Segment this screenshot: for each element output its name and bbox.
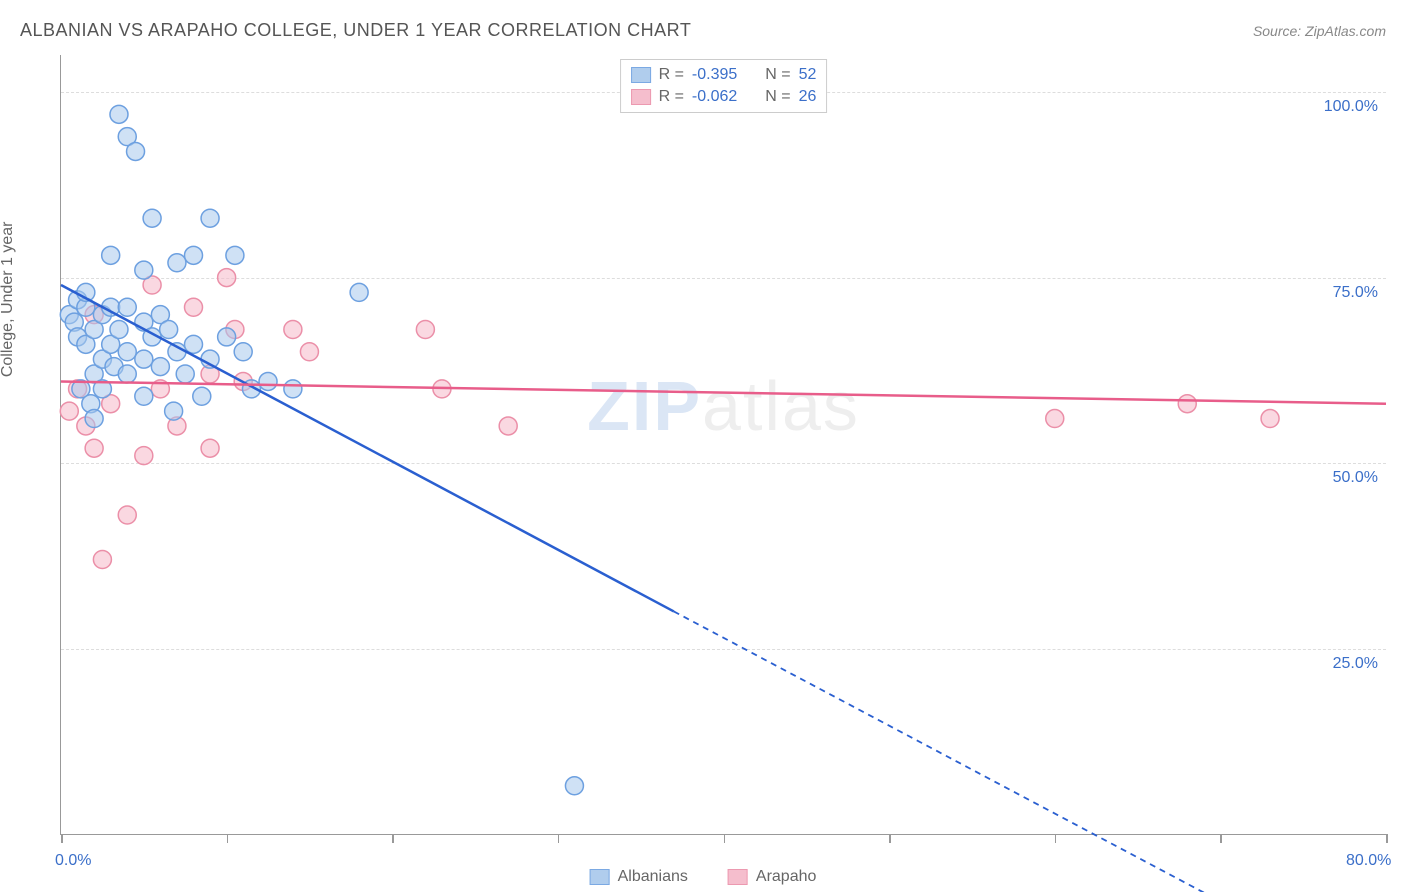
data-point [165, 402, 183, 420]
x-tick [1220, 834, 1222, 843]
data-point [110, 321, 128, 339]
swatch-albanians [590, 869, 610, 885]
data-point [193, 387, 211, 405]
x-tick [1055, 834, 1057, 843]
data-point [127, 142, 145, 160]
r-label: R = [659, 88, 684, 106]
data-point [565, 777, 583, 795]
data-point [1178, 395, 1196, 413]
data-point [201, 209, 219, 227]
data-point [160, 321, 178, 339]
x-tick [724, 834, 726, 843]
data-point [143, 209, 161, 227]
data-point [85, 410, 103, 428]
x-tick-label: 0.0% [55, 852, 91, 870]
data-point [226, 246, 244, 264]
correlation-legend: R = -0.395 N = 52 R = -0.062 N = 26 [620, 59, 828, 113]
plot-svg [61, 55, 1386, 834]
data-point [151, 358, 169, 376]
data-point [168, 254, 186, 272]
data-point [185, 246, 203, 264]
y-axis-label: College, Under 1 year [0, 222, 17, 378]
r-label: R = [659, 66, 684, 84]
x-tick [392, 834, 394, 843]
n-value-arapaho: 26 [799, 88, 817, 106]
data-point [135, 447, 153, 465]
data-point [135, 387, 153, 405]
data-point [1046, 410, 1064, 428]
legend-row-albanians: R = -0.395 N = 52 [631, 64, 817, 86]
data-point [135, 350, 153, 368]
source-label: Source: ZipAtlas.com [1253, 23, 1386, 39]
x-tick [889, 834, 891, 843]
data-point [176, 365, 194, 383]
series-legend: Albanians Arapaho [590, 868, 817, 886]
data-point [259, 372, 277, 390]
x-tick [227, 834, 229, 843]
regression-line-albanians-dash [674, 611, 1303, 892]
n-value-albanians: 52 [799, 66, 817, 84]
data-point [350, 283, 368, 301]
legend-item-albanians: Albanians [590, 868, 688, 886]
data-point [218, 328, 236, 346]
data-point [218, 269, 236, 287]
data-point [85, 439, 103, 457]
data-point [102, 246, 120, 264]
data-point [300, 343, 318, 361]
data-point [284, 380, 302, 398]
regression-line-albanians [61, 285, 674, 611]
data-point [1261, 410, 1279, 428]
data-point [135, 261, 153, 279]
data-point [118, 365, 136, 383]
n-label: N = [765, 88, 790, 106]
data-point [499, 417, 517, 435]
chart-title: ALBANIAN VS ARAPAHO COLLEGE, UNDER 1 YEA… [20, 20, 691, 41]
r-value-albanians: -0.395 [692, 66, 737, 84]
x-tick [1386, 834, 1388, 843]
swatch-albanians [631, 67, 651, 83]
data-point [185, 298, 203, 316]
data-point [234, 343, 252, 361]
x-tick-label: 80.0% [1346, 852, 1391, 870]
data-point [110, 105, 128, 123]
data-point [60, 402, 78, 420]
data-point [118, 298, 136, 316]
data-point [118, 506, 136, 524]
x-tick [61, 834, 63, 843]
data-point [416, 321, 434, 339]
legend-label-albanians: Albanians [618, 868, 688, 886]
data-point [118, 343, 136, 361]
x-tick [558, 834, 560, 843]
data-point [93, 550, 111, 568]
data-point [284, 321, 302, 339]
legend-item-arapaho: Arapaho [728, 868, 817, 886]
legend-label-arapaho: Arapaho [756, 868, 817, 886]
data-point [185, 335, 203, 353]
r-value-arapaho: -0.062 [692, 88, 737, 106]
chart-plot-area: ZIPatlas R = -0.395 N = 52 R = -0.062 N … [60, 55, 1386, 835]
legend-row-arapaho: R = -0.062 N = 26 [631, 86, 817, 108]
data-point [201, 439, 219, 457]
swatch-arapaho [728, 869, 748, 885]
n-label: N = [765, 66, 790, 84]
swatch-arapaho [631, 89, 651, 105]
